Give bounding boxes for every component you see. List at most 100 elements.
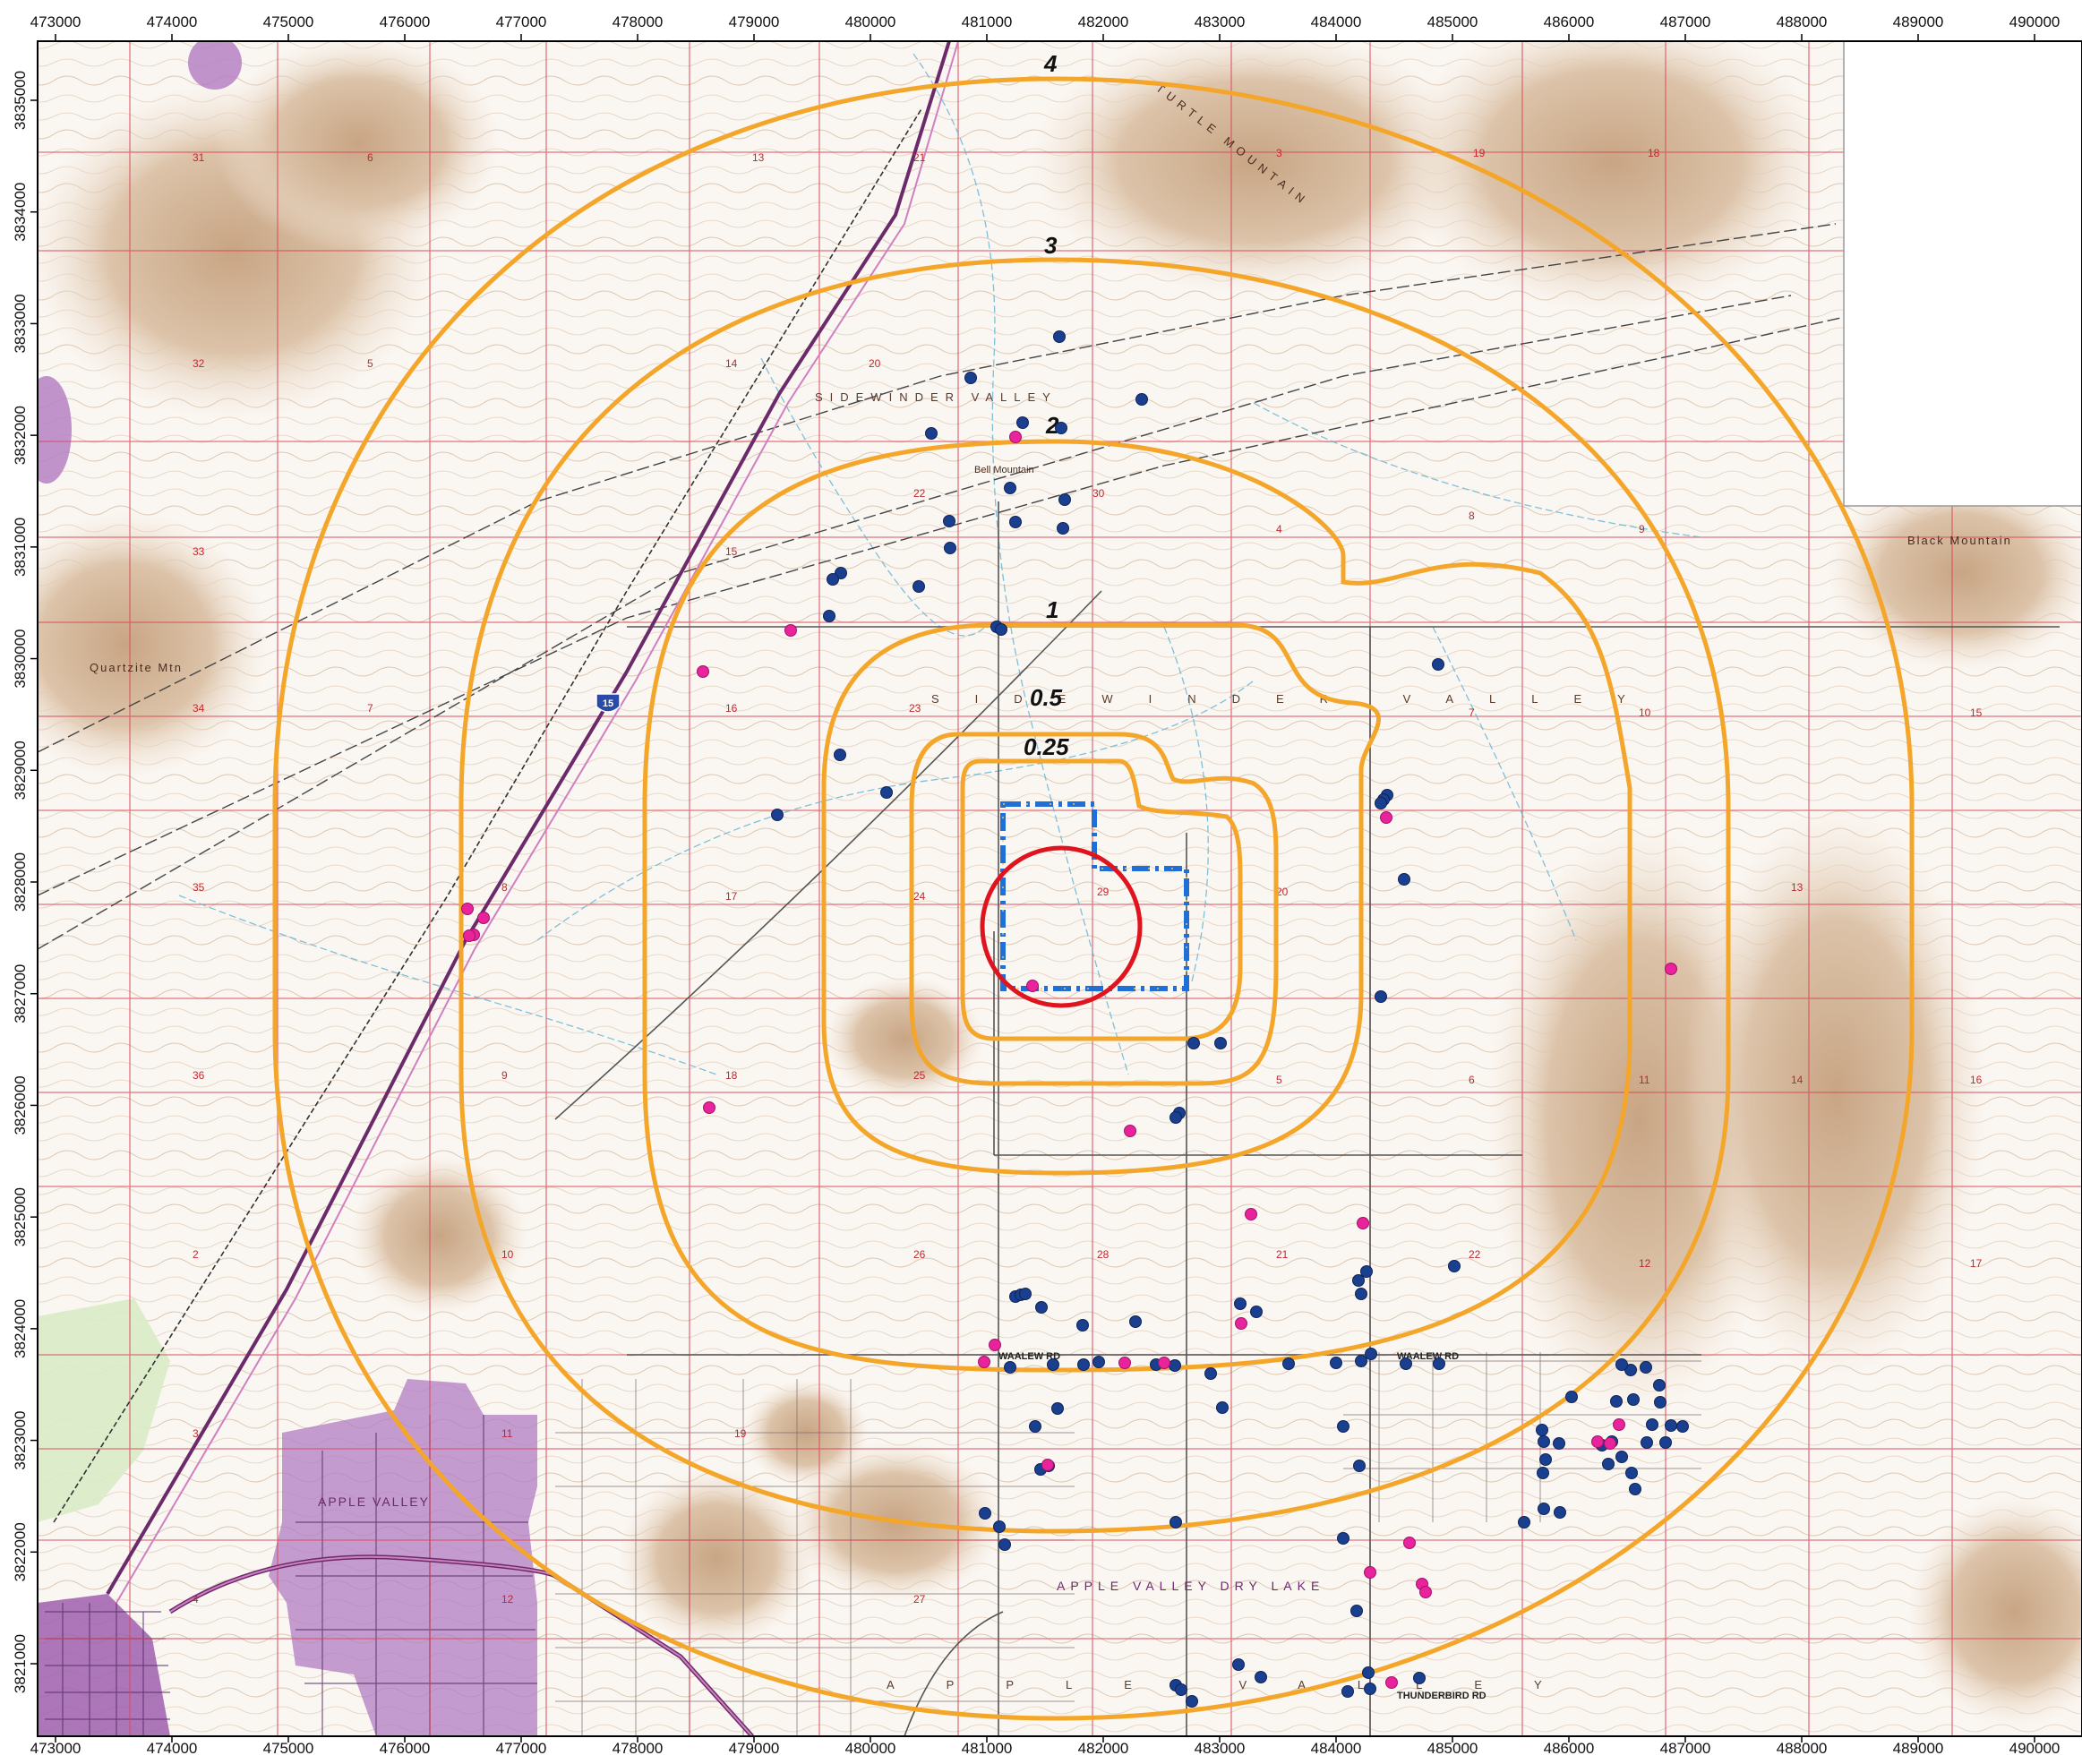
section-number: 3 xyxy=(1276,147,1282,159)
buffer-ring-2mi xyxy=(642,439,1632,1373)
section-number: 8 xyxy=(1469,510,1475,522)
x-tick-label: 483000 xyxy=(1195,1740,1246,1757)
well-icon xyxy=(1362,1666,1375,1679)
well-icon xyxy=(1355,1355,1367,1367)
site-icon xyxy=(1026,980,1039,992)
well-icon xyxy=(1004,1361,1016,1374)
section-number: 15 xyxy=(725,545,738,558)
site-icon xyxy=(463,929,476,942)
site-boundary xyxy=(1000,801,1189,991)
well-icon xyxy=(1187,1037,1200,1049)
x-tick-label: 478000 xyxy=(613,13,664,30)
highway-route xyxy=(168,1554,754,1736)
section-number: 18 xyxy=(725,1069,738,1082)
section-number: 21 xyxy=(913,151,926,164)
ring-label-1: 1 xyxy=(1046,596,1058,623)
well-icon xyxy=(1341,1685,1354,1698)
section-number: 6 xyxy=(1469,1074,1475,1086)
well-icon xyxy=(1659,1436,1672,1449)
well-icon xyxy=(1035,1301,1048,1314)
well-icon xyxy=(964,372,977,384)
well-icon xyxy=(1170,1516,1182,1529)
section-number: 5 xyxy=(367,357,373,370)
well-icon xyxy=(1615,1358,1628,1371)
section-number: 6 xyxy=(367,151,373,164)
well-icon xyxy=(1092,1356,1105,1368)
y-tick-label: 3833000 xyxy=(12,294,29,353)
well-icon xyxy=(823,610,835,622)
section-number: 29 xyxy=(1097,886,1110,898)
section-number: 7 xyxy=(1469,706,1475,719)
well-icon xyxy=(1051,1402,1064,1415)
section-number: 10 xyxy=(501,1248,514,1261)
well-icon xyxy=(1538,1503,1550,1515)
well-icon xyxy=(979,1507,991,1520)
y-tick-label: 3824000 xyxy=(12,1299,29,1358)
y-tick-label: 3826000 xyxy=(12,1075,29,1135)
well-icon xyxy=(1413,1672,1426,1684)
well-icon xyxy=(827,573,839,586)
well-icon xyxy=(1365,1348,1377,1360)
well-icon xyxy=(1057,522,1069,535)
dry-lake-patch xyxy=(38,376,72,484)
site-icon xyxy=(477,912,490,924)
well-icon xyxy=(1029,1420,1041,1433)
section-number: 20 xyxy=(1276,886,1289,898)
place-apple-valley-dry-lake: APPLE VALLEY DRY LAKE xyxy=(1057,1579,1324,1593)
x-tick-label: 485000 xyxy=(1427,1740,1478,1757)
site-icon xyxy=(697,665,709,678)
well-icon xyxy=(1186,1695,1198,1708)
well-icon xyxy=(1641,1436,1653,1449)
svg-text:15: 15 xyxy=(603,698,613,709)
well-icon xyxy=(1539,1453,1552,1466)
well-icon xyxy=(1676,1420,1689,1433)
section-number: 22 xyxy=(1469,1248,1481,1261)
x-tick-label: 487000 xyxy=(1660,1740,1711,1757)
section-number: 16 xyxy=(725,702,738,715)
section-number: 19 xyxy=(1473,147,1486,159)
x-tick-label: 475000 xyxy=(263,13,314,30)
terrain-relief xyxy=(38,41,2082,1728)
site-icon xyxy=(1041,1459,1054,1471)
well-icon xyxy=(1004,482,1016,494)
well-icon xyxy=(1053,330,1066,343)
y-tick-label: 3827000 xyxy=(12,964,29,1023)
x-tick-label: 482000 xyxy=(1078,13,1129,30)
x-tick-label: 484000 xyxy=(1311,1740,1362,1757)
place-sidewinder-valley-north: SIDEWINDER VALLEY xyxy=(815,390,1058,404)
y-tick-label: 3825000 xyxy=(12,1187,29,1246)
well-icon xyxy=(1518,1516,1530,1529)
x-tick-label: 479000 xyxy=(729,13,780,30)
buffer-ring-0.25mi xyxy=(960,758,1243,1041)
site-icon xyxy=(1364,1566,1376,1579)
well-icon xyxy=(1536,1424,1548,1436)
section-number: 17 xyxy=(1970,1257,1983,1270)
section-number: 20 xyxy=(869,357,881,370)
well-icon xyxy=(1565,1391,1578,1403)
place-apple-valley-south: APPLE VALLEY xyxy=(887,1678,1594,1691)
basemap: SIDEWINDER VALLEY SIDEWINDER VALLEY APPL… xyxy=(38,41,2082,1736)
well-icon xyxy=(912,580,925,593)
section-number: 34 xyxy=(193,702,205,715)
section-number: 32 xyxy=(193,357,205,370)
well-icon xyxy=(1375,990,1387,1003)
well-icon xyxy=(1537,1467,1549,1479)
x-axis-top: 473000 474000 475000 476000 477000 478000 4790… xyxy=(30,13,2060,41)
well-icon xyxy=(1640,1361,1652,1374)
section-number: 31 xyxy=(193,151,205,164)
section-number: 35 xyxy=(193,881,205,894)
x-tick-label: 480000 xyxy=(845,13,896,30)
well-icon xyxy=(1255,1671,1267,1683)
site-icon xyxy=(461,903,474,915)
unmapped-area xyxy=(1844,41,2082,506)
well-icon xyxy=(1337,1532,1349,1545)
well-icon xyxy=(1646,1418,1658,1431)
well-icon xyxy=(771,809,784,821)
well-icon xyxy=(1282,1357,1295,1370)
well-icon xyxy=(1355,1288,1367,1300)
well-icon xyxy=(944,542,956,554)
section-number: 16 xyxy=(1970,1074,1983,1086)
section-number: 17 xyxy=(725,890,738,903)
well-icon xyxy=(1077,1358,1090,1371)
section-number: 10 xyxy=(1639,706,1651,719)
